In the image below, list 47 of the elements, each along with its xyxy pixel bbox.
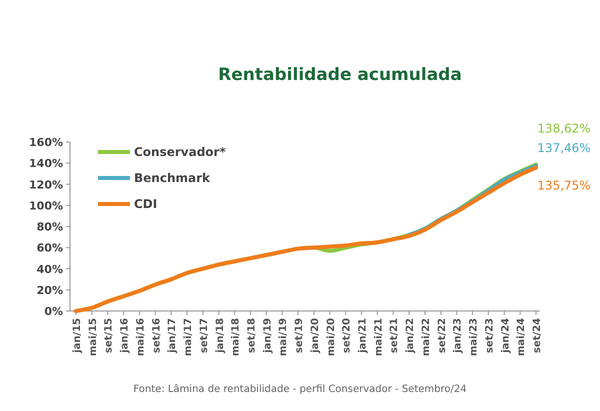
x-tick-label: mai/21 (373, 318, 384, 356)
y-tick-label: 20% (36, 284, 63, 297)
y-tick-label: 100% (29, 199, 63, 212)
y-tick-label: 80% (36, 220, 63, 234)
x-tick-label: mai/23 (468, 318, 480, 356)
y-tick-label: 60% (36, 242, 63, 255)
x-tick-label: set/19 (294, 318, 306, 354)
legend-label: CDI (134, 197, 158, 211)
x-tick-label: jan/23 (452, 318, 464, 354)
x-tick-label: jan/20 (310, 318, 321, 354)
data-label: 137,46% (537, 140, 591, 155)
x-tick-label: jan/22 (405, 318, 416, 354)
x-tick-label: mai/22 (420, 318, 432, 356)
x-tick-label: set/20 (342, 318, 353, 354)
legend-label: Benchmark (134, 171, 212, 185)
x-tick-label: mai/15 (88, 318, 99, 356)
x-tick-label: jan/18 (214, 318, 226, 354)
x-tick-label: set/24 (532, 318, 543, 354)
x-tick-label: set/17 (198, 318, 210, 354)
data-label: 138,62% (537, 122, 591, 136)
x-tick-label: mai/17 (183, 318, 194, 356)
y-tick-label: 0% (44, 305, 63, 318)
x-tick-label: jan/16 (120, 318, 131, 354)
y-tick-label: 140% (29, 157, 63, 170)
x-tick-label: mai/19 (278, 318, 290, 356)
x-tick-label: jan/19 (262, 318, 274, 354)
x-tick-label: mai/20 (326, 318, 337, 356)
legend-label: Conservador* (134, 145, 226, 159)
x-tick-label: set/18 (246, 318, 258, 354)
x-tick-label: set/22 (436, 318, 448, 354)
chart-title: Rentabilidade acumulada (218, 65, 462, 85)
x-tick-label: mai/18 (230, 318, 242, 356)
x-tick-label: mai/16 (135, 318, 146, 356)
source-note: Fonte: Lâmina de rentabilidade - perfil Conservador - Setembro/24 (133, 384, 467, 395)
x-tick-label: set/15 (104, 318, 115, 354)
x-tick-label: set/21 (389, 318, 400, 354)
x-tick-label: set/16 (151, 318, 162, 354)
x-tick-label: mai/24 (516, 318, 528, 356)
x-tick-label: jan/17 (167, 318, 178, 354)
x-tick-label: jan/15 (72, 318, 83, 354)
x-tick-label: jan/24 (500, 318, 512, 354)
y-tick-label: 120% (29, 178, 63, 192)
y-tick-label: 40% (36, 262, 63, 276)
x-tick-label: set/23 (484, 318, 496, 354)
x-tick-label: jan/21 (358, 318, 369, 354)
y-tick-label: 160% (29, 136, 63, 149)
data-label: 135,75% (537, 178, 591, 193)
